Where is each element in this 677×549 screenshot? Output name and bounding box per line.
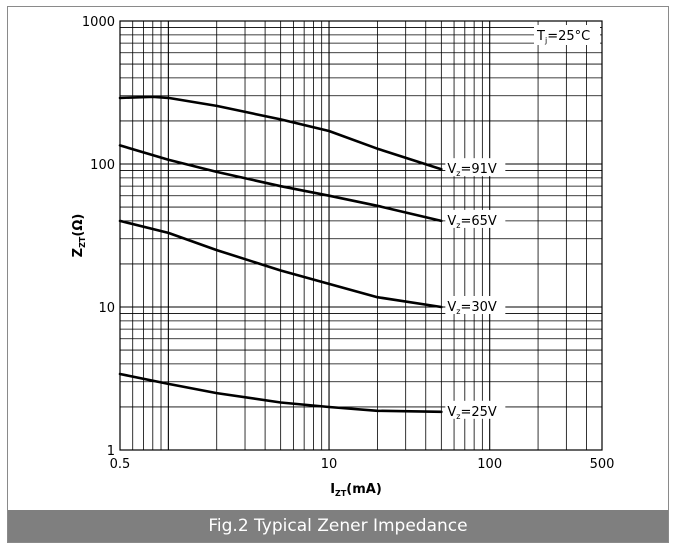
temperature-annotation: Tj=25°C — [536, 29, 590, 45]
series-label-bg — [445, 209, 506, 228]
annotation-bg — [534, 25, 600, 45]
series-line-3 — [118, 219, 443, 309]
y-tick-label: 100 — [90, 158, 115, 173]
x-axis-title: IZT(mA) — [330, 482, 382, 498]
figure-caption: Fig.2 Typical Zener Impedance — [208, 516, 468, 536]
caption-bar: Fig.2 Typical Zener Impedance — [8, 510, 668, 542]
series-line-1 — [118, 95, 443, 171]
series-label-4: Vz=25V — [447, 405, 497, 421]
zener-impedance-chart: 0.5 10 100 500 1 10 100 1000 IZT(mA) ZZT(Ω) Vz=91V… — [71, 15, 614, 498]
label-group: 0.5 10 100 500 1 10 100 1000 IZT(mA) ZZT(Ω) Vz=91V… — [71, 15, 614, 498]
series-label-1: Vz=91V — [447, 162, 497, 178]
series-label-bg — [445, 296, 506, 314]
plot-area — [119, 20, 603, 451]
series-label-bg — [445, 400, 506, 419]
y-tick-label: 10 — [98, 301, 115, 316]
series-group — [118, 95, 443, 414]
series-label-3: Vz=30V — [447, 300, 497, 316]
figure-frame: 0.5 10 100 500 1 10 100 1000 IZT(mA) ZZT(Ω) Vz=91V… — [7, 6, 669, 543]
grid — [120, 21, 602, 450]
x-tick-label: 10 — [321, 457, 338, 472]
x-tick-label: 100 — [477, 457, 502, 472]
x-tick-label: 0.5 — [110, 457, 131, 472]
y-tick-label: 1000 — [82, 15, 115, 30]
series-label-bg — [445, 158, 506, 177]
series-label-2: Vz=65V — [447, 214, 497, 230]
y-tick-label: 1 — [107, 444, 115, 459]
series-line-4 — [118, 372, 443, 414]
y-axis-title: ZZT(Ω) — [71, 214, 87, 258]
series-line-2 — [118, 144, 443, 223]
x-tick-label: 500 — [590, 457, 615, 472]
